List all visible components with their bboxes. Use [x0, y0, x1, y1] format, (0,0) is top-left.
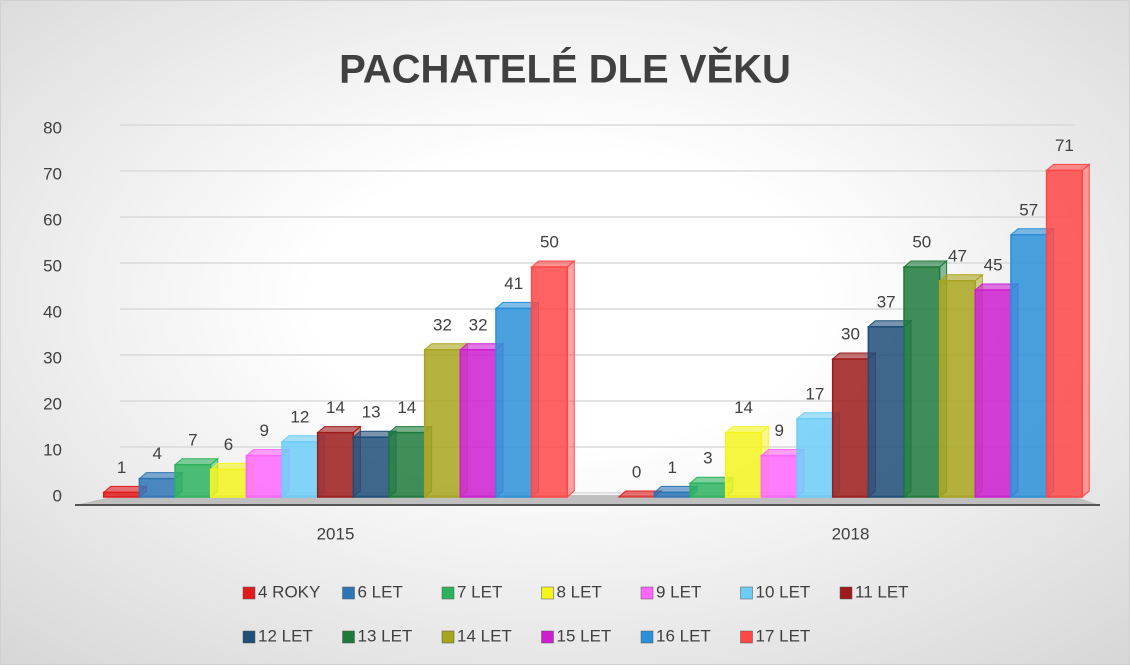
- value-label: 0: [632, 462, 641, 481]
- value-label: 9: [774, 421, 783, 440]
- bar: [831, 351, 877, 499]
- y-tick-label: 10: [43, 440, 62, 459]
- bar-face: [724, 431, 763, 498]
- bar-face: [653, 491, 691, 498]
- value-label: 3: [703, 449, 712, 468]
- bar-face: [796, 418, 834, 498]
- bar-face: [459, 349, 497, 498]
- legend-label: 13 LET: [358, 626, 413, 645]
- legend-label: 14 LET: [457, 626, 512, 645]
- legend-swatch: [740, 630, 753, 644]
- y-tick-label: 30: [43, 348, 62, 367]
- value-label: 13: [362, 403, 381, 422]
- value-label: 41: [504, 274, 523, 293]
- value-label: 4: [152, 444, 161, 463]
- bar: [938, 273, 984, 499]
- y-tick-label: 20: [43, 394, 62, 413]
- y-tick-label: 80: [43, 118, 62, 137]
- legend-swatch: [242, 630, 256, 644]
- value-label: 37: [877, 292, 896, 311]
- legend-label: 7 LET: [457, 582, 502, 601]
- legend-label: 15 LET: [557, 626, 612, 645]
- value-label: 12: [290, 407, 309, 426]
- y-tick-label: 0: [53, 486, 62, 505]
- bar-face: [867, 326, 905, 498]
- legend-swatch: [541, 586, 554, 600]
- bar-face: [281, 441, 319, 498]
- value-label: 30: [841, 324, 860, 343]
- x-tick-label: 2015: [317, 524, 355, 543]
- value-label: 45: [984, 255, 1003, 274]
- y-tick-label: 40: [43, 302, 62, 321]
- value-label: 1: [667, 458, 676, 477]
- value-label: 71: [1055, 136, 1074, 155]
- legend-label: 4 ROKY: [258, 582, 320, 601]
- value-label: 17: [805, 384, 824, 403]
- value-label: 1: [117, 458, 126, 477]
- legend-label: 16 LET: [656, 626, 711, 645]
- legend-swatch: [640, 586, 654, 600]
- bar-face: [974, 289, 1012, 498]
- bar-face: [352, 436, 390, 498]
- bar-face: [138, 477, 176, 498]
- legend-swatch: [541, 630, 554, 644]
- value-label: 9: [259, 421, 268, 440]
- legend-label: 10 LET: [756, 582, 811, 601]
- bar: [530, 259, 576, 499]
- value-label: 57: [1019, 200, 1038, 219]
- legend-label: 12 LET: [258, 626, 313, 645]
- legend-swatch: [242, 586, 256, 600]
- bar-face: [760, 454, 798, 498]
- y-tick-label: 70: [43, 164, 62, 183]
- legend-swatch: [740, 586, 753, 600]
- bar-face: [495, 307, 533, 498]
- bar-face: [245, 454, 283, 498]
- chart-title: PACHATELÉ DLE VĚKU: [339, 46, 791, 92]
- bar-face: [831, 358, 870, 498]
- y-tick-label: 60: [43, 210, 62, 229]
- bar-face: [938, 280, 977, 498]
- legend-label: 17 LET: [756, 626, 811, 645]
- value-label: 47: [948, 246, 967, 265]
- bar-face: [388, 431, 426, 498]
- bar-face: [209, 468, 248, 498]
- legend-label: 6 LET: [358, 582, 403, 601]
- legend-label: 8 LET: [557, 582, 602, 601]
- bar-face: [1010, 234, 1048, 498]
- value-label: 50: [540, 232, 559, 251]
- legend-swatch: [640, 630, 654, 644]
- legend-swatch: [839, 586, 853, 600]
- bar-face: [174, 464, 212, 498]
- y-tick-label: 50: [43, 256, 62, 275]
- bar-face: [1045, 169, 1084, 498]
- value-label: 50: [912, 232, 931, 251]
- value-label: 14: [734, 398, 753, 417]
- x-tick-label: 2018: [832, 524, 870, 543]
- bar-face: [316, 431, 355, 498]
- legend-swatch: [441, 586, 455, 600]
- value-label: 7: [188, 430, 197, 449]
- bar-face: [689, 482, 727, 498]
- bar-face: [423, 349, 462, 498]
- bar: [1045, 163, 1091, 499]
- value-label: 14: [397, 398, 416, 417]
- value-label: 14: [326, 398, 345, 417]
- value-label: 6: [224, 435, 233, 454]
- value-label: 32: [469, 315, 488, 334]
- bar-face: [103, 491, 141, 498]
- bar-face: [903, 266, 941, 498]
- legend-label: 9 LET: [656, 582, 701, 601]
- bar-face: [1081, 163, 1090, 499]
- legend-swatch: [342, 586, 355, 600]
- legend-swatch: [441, 630, 455, 644]
- legend-swatch: [342, 630, 355, 644]
- value-label: 32: [433, 315, 452, 334]
- bar-face: [530, 266, 568, 498]
- bar-face: [566, 259, 575, 499]
- legend-label: 11 LET: [855, 582, 909, 601]
